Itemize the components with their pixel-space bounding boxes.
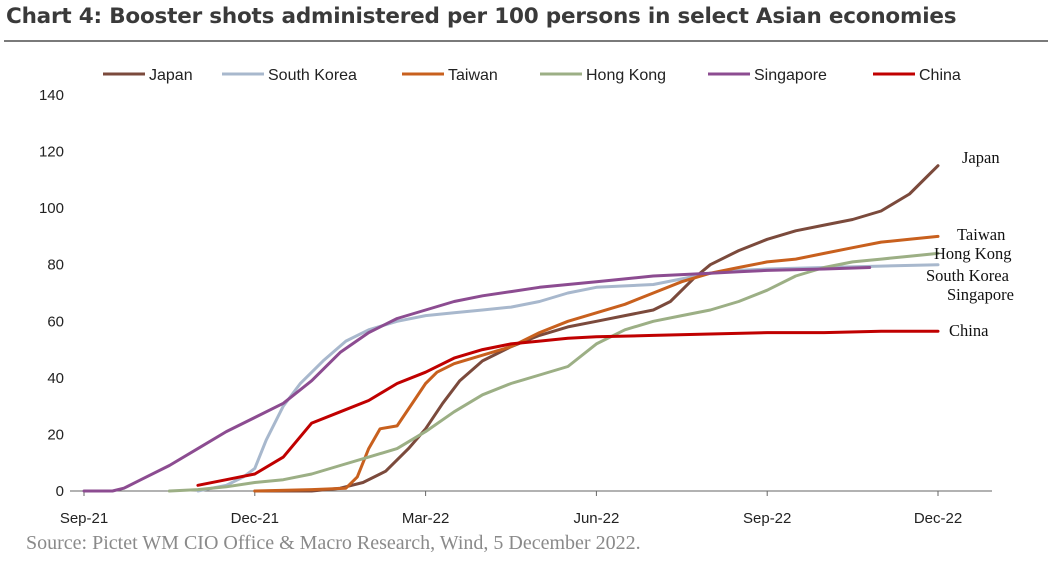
legend-label: Japan [149,67,193,84]
y-tick-label: 0 [56,483,64,500]
x-tick-label: Mar-22 [402,510,450,527]
series-line [167,251,940,493]
legend-label: Singapore [754,67,827,84]
series-end-label: Taiwan [957,225,1005,244]
series-line [82,266,872,493]
chart-title: Chart 4: Booster shots administered per … [6,4,957,29]
y-tick-label: 20 [47,426,64,443]
y-tick-label: 120 [39,144,64,161]
series-end-label: Japan [962,148,1000,167]
x-tick-label: Jun-22 [573,510,619,527]
axes: 0 20 40 60 80 100 120 140 Sep-21 Dec-21 Mar-22 Jun-… [39,87,992,527]
series-line [253,164,940,493]
series-end-label: Singapore [947,285,1014,304]
x-tick-label: Dec-21 [231,510,279,527]
y-tick-label: 60 [47,313,64,330]
legend-label: China [919,67,961,84]
series-end-label: Hong Kong [934,244,1011,263]
x-tick-label: Sep-21 [60,510,108,527]
series-end-label: China [949,321,989,340]
source-note: Source: Pictet WM CIO Office & Macro Res… [26,532,641,554]
series-line [196,263,940,493]
x-tick-label: Dec-22 [914,510,962,527]
legend-label: Hong Kong [586,67,666,84]
y-tick-label: 100 [39,200,64,217]
y-tick-label: 140 [39,87,64,104]
series-lines [82,164,940,493]
title-divider [4,40,1048,42]
y-tick-label: 40 [47,370,64,387]
y-tick-label: 80 [47,257,64,274]
legend: Japan South Korea Taiwan Hong Kong Singapore… [103,67,961,84]
legend-label: South Korea [268,67,357,84]
series-line [253,234,940,493]
series-line [196,329,940,487]
series-end-label: South Korea [926,266,1010,285]
x-tick-label: Sep-22 [743,510,791,527]
legend-label: Taiwan [448,67,498,84]
